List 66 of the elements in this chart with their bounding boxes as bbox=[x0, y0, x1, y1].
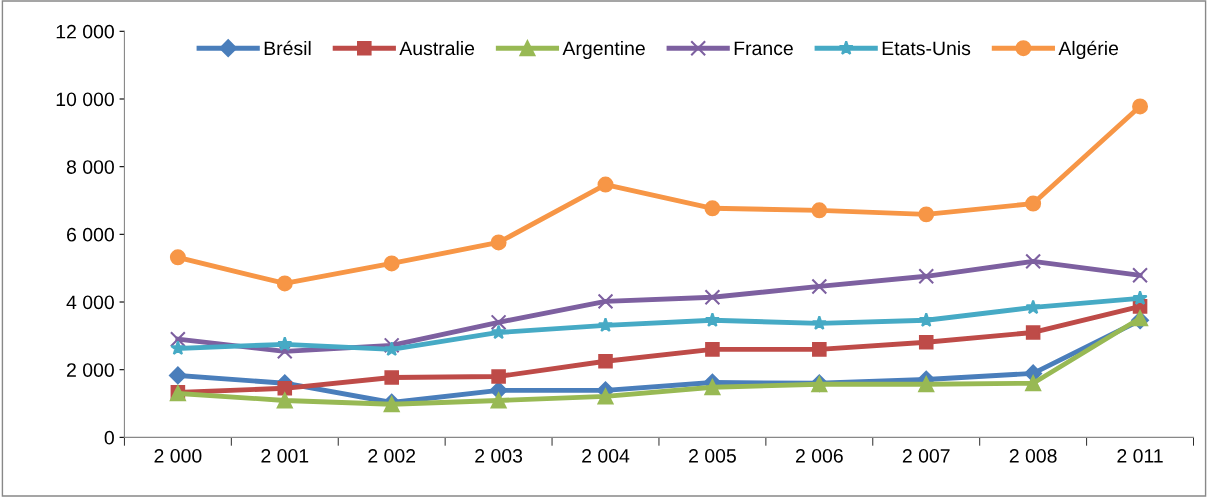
point bbox=[812, 342, 827, 357]
y-tick-label: 8 000 bbox=[66, 160, 114, 174]
point bbox=[597, 176, 614, 193]
point bbox=[704, 379, 721, 396]
legend-label: Etats-Unis bbox=[882, 40, 971, 56]
point bbox=[490, 234, 507, 251]
point bbox=[168, 366, 187, 385]
x-tick-label: 2 004 bbox=[582, 448, 630, 463]
point bbox=[705, 342, 720, 357]
point bbox=[276, 392, 293, 409]
legend-label: Algérie bbox=[1058, 40, 1119, 60]
x-tick-label: 2 008 bbox=[1009, 448, 1057, 463]
point bbox=[383, 337, 400, 354]
legend-label: France bbox=[734, 41, 793, 56]
y-tick-label: 2 000 bbox=[67, 363, 114, 377]
point bbox=[811, 278, 828, 295]
point bbox=[169, 331, 186, 348]
point bbox=[704, 289, 721, 306]
x-tick-label: 2 001 bbox=[261, 448, 309, 463]
x-tick-label: 2 002 bbox=[368, 448, 416, 463]
point bbox=[918, 312, 934, 327]
y-tick-label: 6 000 bbox=[67, 227, 114, 242]
y-tick-label: 12 000 bbox=[56, 24, 114, 39]
y-tick-label: 0 bbox=[104, 430, 114, 445]
point bbox=[490, 314, 507, 331]
x-tick-label: 2 011 bbox=[1117, 448, 1163, 463]
point bbox=[277, 381, 293, 396]
point bbox=[1025, 195, 1042, 212]
point bbox=[704, 200, 721, 217]
point bbox=[1025, 299, 1041, 315]
point bbox=[918, 376, 935, 393]
point bbox=[490, 392, 507, 409]
point bbox=[1132, 290, 1148, 305]
point bbox=[1132, 267, 1149, 284]
point bbox=[170, 340, 186, 356]
point bbox=[383, 255, 400, 272]
point bbox=[1025, 375, 1042, 392]
legend-label: Argentine bbox=[562, 40, 645, 60]
point bbox=[918, 206, 935, 223]
point bbox=[598, 353, 613, 369]
point bbox=[1025, 253, 1042, 270]
legend-label: Brésil bbox=[264, 40, 311, 56]
point bbox=[811, 202, 828, 219]
point bbox=[918, 268, 935, 285]
x-tick-label: 2 003 bbox=[475, 448, 523, 463]
legend-label: Australie bbox=[399, 40, 475, 56]
point bbox=[277, 336, 293, 351]
point bbox=[1132, 98, 1149, 115]
point bbox=[169, 249, 186, 266]
x-tick-label: 2 005 bbox=[689, 448, 736, 463]
point bbox=[918, 334, 934, 350]
point bbox=[384, 370, 399, 385]
y-tick-label: 4 000 bbox=[66, 295, 114, 310]
point bbox=[811, 315, 827, 330]
point bbox=[704, 312, 721, 327]
point bbox=[1025, 325, 1041, 340]
point bbox=[597, 317, 614, 333]
point bbox=[597, 293, 614, 310]
point bbox=[491, 369, 506, 384]
y-tick-label: 10 000 bbox=[56, 92, 114, 107]
x-tick-label: 2 007 bbox=[902, 448, 950, 463]
point bbox=[597, 388, 614, 405]
x-tick-label: 2 006 bbox=[795, 448, 843, 463]
point bbox=[276, 275, 293, 292]
x-tick-label: 2 000 bbox=[154, 448, 202, 463]
point bbox=[490, 324, 507, 340]
